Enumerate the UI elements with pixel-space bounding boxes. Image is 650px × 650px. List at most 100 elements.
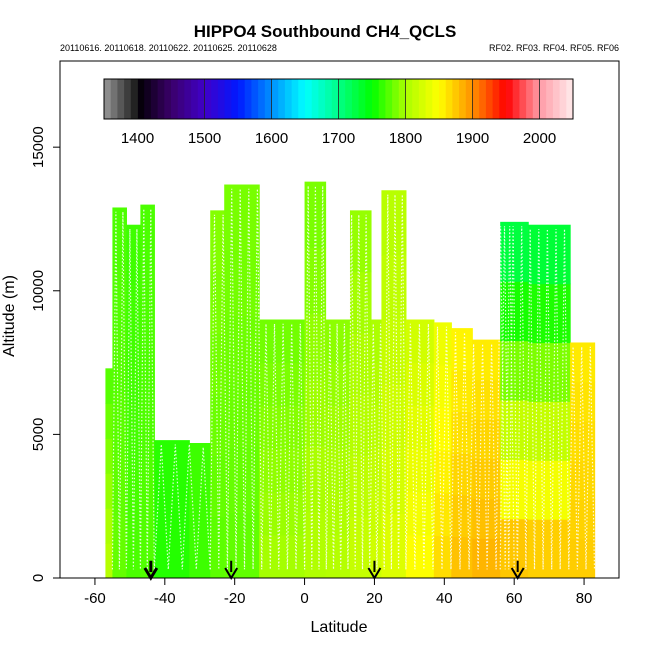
heatmap-cell [105, 508, 114, 544]
colorbar-cell [124, 79, 132, 119]
heatmap-cell [500, 281, 529, 342]
flight-track [111, 208, 155, 570]
colorbar-tick-label: 2000 [523, 130, 556, 147]
heatmap-cell [349, 394, 372, 457]
colorbar-cell [238, 79, 246, 119]
heatmap-cell [451, 536, 473, 578]
colorbar-cell [177, 79, 185, 119]
heatmap-cell [349, 455, 372, 518]
colorbar-cell [412, 79, 420, 119]
heatmap-cell [304, 313, 327, 381]
colorbar-cell [191, 79, 199, 119]
x-axis-label: Latitude [311, 619, 368, 636]
heatmap-cell [370, 405, 383, 450]
colorbar-cell [271, 79, 279, 119]
chart-subtitle-flights: RF02. RF03. RF04. RF05. RF06 [489, 43, 619, 53]
colorbar-cell [546, 79, 554, 119]
colorbar-tick-label: 1400 [121, 130, 154, 147]
heatmap-cell [500, 340, 529, 401]
y-tick-label: 5000 [30, 418, 47, 451]
heatmap-cell [126, 401, 141, 461]
colorbar-cell [291, 79, 299, 119]
x-tick-label: -40 [154, 590, 176, 607]
heatmap-cell [381, 384, 407, 450]
x-tick-label: 80 [576, 590, 593, 607]
heatmap-cell [370, 448, 383, 493]
colorbar-cell [492, 79, 500, 119]
plot-frame [59, 60, 620, 579]
flight-track [304, 185, 407, 570]
colorbar-cell [284, 79, 293, 119]
colorbar-cell [231, 79, 239, 119]
heatmap-cell [126, 283, 141, 344]
x-tick-label: 40 [436, 590, 453, 607]
heatmap-cell [140, 453, 155, 517]
heatmap-cell [154, 509, 190, 533]
colorbar-cell [345, 79, 353, 119]
colorbar-cell [566, 79, 574, 119]
colorbar-cell [264, 79, 272, 119]
heatmap-cell [381, 448, 407, 514]
colorbar-cell [372, 79, 380, 119]
heatmap-cell [370, 362, 383, 407]
heatmap-cell [405, 448, 435, 493]
colorbar-cell [258, 79, 266, 119]
heatmap-cell [451, 369, 473, 413]
x-tick-label: -20 [224, 590, 246, 607]
colorbar-cell [278, 79, 286, 119]
colorbar-cell [211, 79, 219, 119]
heatmap-cell [370, 319, 383, 364]
colorbar-cell [392, 79, 400, 119]
colorbar-cell [137, 79, 145, 119]
colorbar-cell [311, 79, 319, 119]
colorbar-cell [117, 79, 125, 119]
colorbar-cell [539, 79, 547, 119]
heatmap-cell [210, 455, 225, 518]
heatmap-cell [472, 458, 501, 500]
heatmap-cell [154, 555, 190, 578]
colorbar-cell [164, 79, 172, 119]
colorbar-cell [432, 79, 440, 119]
heatmap-cell [189, 555, 211, 578]
colorbar-cell [398, 79, 406, 119]
heatmap-cell [472, 339, 501, 380]
heatmap-cell [112, 207, 127, 270]
y-axis: 0 5000 10000 15000 [30, 126, 60, 582]
chart-subtitle-dates: 20110616. 20110618. 20110622. 20110625. … [60, 43, 277, 53]
colorbar-cell [485, 79, 494, 119]
colorbar-cell [358, 79, 366, 119]
colorbar-cell [418, 79, 427, 119]
colorbar-cell [251, 79, 259, 119]
heatmap-cell [224, 512, 260, 578]
flight-track-layer [111, 185, 596, 570]
colorbar-cell [385, 79, 393, 119]
heatmap-cell [528, 460, 571, 520]
colorbar-cell [465, 79, 473, 119]
colorbar-cell [445, 79, 453, 119]
heatmap-cell [451, 494, 473, 537]
heatmap-cell [112, 330, 127, 394]
heatmap-cell [189, 533, 211, 557]
heatmap-cell [126, 224, 141, 285]
heatmap-cell [570, 499, 596, 540]
colorbar-cell [506, 79, 514, 119]
colorbar-cell [526, 79, 534, 119]
colorbar-tick-label: 1500 [188, 130, 221, 147]
heatmap-cell [570, 538, 596, 578]
y-tick-label: 10000 [30, 270, 47, 312]
colorbar-cell [405, 79, 413, 119]
x-axis: -60 -40 -20 0 20 40 60 80 [84, 578, 592, 607]
heatmap-cell [405, 534, 435, 578]
heatmap-cell [433, 407, 452, 451]
heatmap-cell [570, 460, 596, 501]
y-axis-label: Altitude (m) [1, 275, 18, 357]
colorbar-cell [559, 79, 567, 119]
heatmap-cell [189, 443, 211, 467]
heatmap-cell [105, 543, 114, 578]
x-tick-label: 60 [506, 590, 523, 607]
heatmap-cell [349, 271, 372, 334]
colorbar-cell [325, 79, 333, 119]
heatmap-cell [304, 247, 327, 315]
heatmap-cell [210, 271, 225, 334]
heatmap-cell [154, 532, 190, 556]
